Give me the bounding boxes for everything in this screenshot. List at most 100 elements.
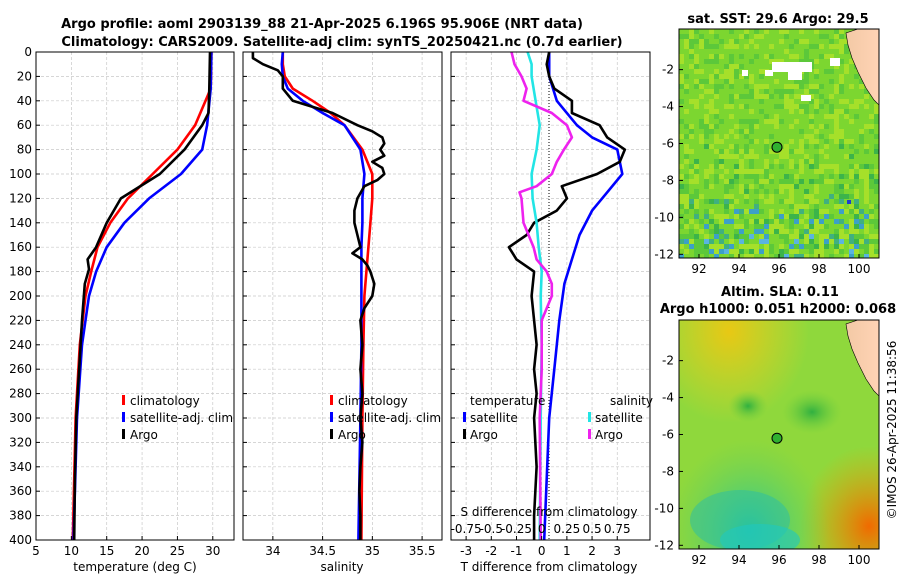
y-tick-label: 280 — [9, 387, 32, 401]
salinity-legend: climatology satellite-adj. clim Argo — [330, 394, 441, 442]
figure-title-line2: Climatology: CARS2009. Satellite-adj cli… — [61, 35, 622, 50]
difference-legend: temperature salinity satellite Argo sate… — [463, 394, 653, 442]
temperature-panel: 0 20 40 60 80 100 120 140 160 180 200 220 240 260 280 3… — [9, 45, 235, 574]
map-y-tick-label: -6 — [662, 137, 674, 151]
temperature-axes-frame — [35, 51, 235, 541]
y-tick-label: 220 — [9, 313, 32, 327]
sla-ticks: 92 94 96 98 100 -2 -4 -6 -8 -10 -12 — [654, 354, 870, 567]
y-tick-label: 0 — [24, 45, 32, 59]
y-tick-label: 40 — [17, 94, 32, 108]
legend-label-s-argo: Argo — [595, 428, 623, 442]
legend-label-satellite: satellite-adj. clim — [130, 411, 233, 425]
x-tick-label: -1 — [511, 544, 523, 558]
y-tick-label: 20 — [17, 69, 32, 83]
sst-map-title: sat. SST: 29.6 Argo: 29.5 — [687, 12, 868, 27]
sla-land — [845, 320, 879, 397]
legend-label-climatology: climatology — [338, 394, 408, 408]
s-difference-tick-labels: -0.75-0.5-0.25 0 0.25 0.5 0.75 — [451, 522, 631, 536]
map-y-tick-label: -2 — [662, 354, 674, 368]
map-y-tick-label: -4 — [662, 391, 674, 405]
imos-credit: ©IMOS 26-Apr-2025 11:38:56 — [885, 341, 899, 520]
difference-grid — [451, 51, 650, 541]
s-difference-tick-label: 0.5 — [583, 522, 602, 536]
map-x-tick-label: 94 — [731, 262, 746, 276]
s-difference-tick-label: 0.75 — [604, 522, 631, 536]
sla-map-title-line2: Argo h1000: 0.051 h2000: 0.068 — [660, 302, 896, 317]
map-x-tick-label: 98 — [811, 553, 826, 567]
legend-label-argo: Argo — [130, 428, 158, 442]
sst-ticks: 92 94 96 98 100 -2 -4 -6 -8 -10 -12 — [654, 63, 870, 276]
series-line-argo — [72, 51, 212, 541]
sst-land — [845, 29, 879, 106]
temperature-ticks: 0 20 40 60 80 100 120 140 160 180 200 220 240 260 280 3… — [9, 45, 220, 558]
y-tick-label: 380 — [9, 509, 32, 523]
x-tick-label: 2 — [588, 544, 596, 558]
y-tick-label: 400 — [9, 533, 32, 547]
x-tick-label: 0 — [538, 544, 546, 558]
map-x-tick-label: 92 — [691, 553, 706, 567]
salinity-ticks: 34 34.5 35 35.5 — [243, 51, 436, 558]
legend-label-t-satellite: satellite — [470, 411, 518, 425]
y-tick-label: 100 — [9, 167, 32, 181]
sla-map-title-line1: Altim. SLA: 0.11 — [721, 285, 839, 300]
salinity-panel: 34 34.5 35 35.5 salinity climatology satell… — [242, 51, 443, 574]
y-tick-label: 240 — [9, 338, 32, 352]
x-tick-label: 1 — [563, 544, 571, 558]
map-y-tick-label: -10 — [654, 210, 674, 224]
temperature-lines — [71, 51, 213, 541]
map-y-tick-label: -4 — [662, 100, 674, 114]
x-tick-label: 20 — [134, 544, 149, 558]
difference-xlabel: T difference from climatology — [460, 560, 638, 574]
y-tick-label: 120 — [9, 191, 32, 205]
map-x-tick-label: 92 — [691, 262, 706, 276]
sla-argo-marker — [771, 432, 783, 444]
y-tick-label: 360 — [9, 484, 32, 498]
series-line-t-satellite — [542, 52, 624, 541]
figure-title-line1: Argo profile: aoml 2903139_88 21-Apr-202… — [61, 17, 583, 32]
legend-label-satellite: satellite-adj. clim — [338, 411, 441, 425]
legend-label-argo: Argo — [338, 428, 366, 442]
y-tick-label: 320 — [9, 435, 32, 449]
x-tick-label: 35.5 — [409, 544, 436, 558]
x-tick-label: 10 — [64, 544, 79, 558]
s-difference-label: S difference from climatology — [461, 505, 638, 519]
map-x-tick-label: 100 — [848, 553, 871, 567]
x-tick-label: -2 — [485, 544, 497, 558]
y-tick-label: 80 — [17, 143, 32, 157]
salinity-lines — [251, 51, 386, 541]
legend-label-s-satellite: satellite — [595, 411, 643, 425]
x-tick-label: 3 — [613, 544, 621, 558]
sst-cells — [679, 29, 879, 258]
x-tick-label: 5 — [32, 544, 40, 558]
temperature-legend: climatology satellite-adj. clim Argo — [122, 394, 233, 442]
salinity-xlabel: salinity — [320, 560, 363, 574]
legend-label-t-argo: Argo — [470, 428, 498, 442]
map-y-tick-label: -12 — [654, 247, 674, 261]
s-difference-tick-label: -0.75 — [451, 522, 482, 536]
x-tick-label: 25 — [170, 544, 185, 558]
y-tick-label: 260 — [9, 362, 32, 376]
map-y-tick-label: -10 — [654, 501, 674, 515]
y-tick-label: 60 — [17, 118, 32, 132]
map-y-tick-label: -6 — [662, 428, 674, 442]
series-line-satellite-adj-clim — [280, 51, 366, 541]
y-tick-label: 160 — [9, 240, 32, 254]
x-tick-label: 34.5 — [309, 544, 336, 558]
sst-heatmap — [679, 29, 879, 258]
map-y-tick-label: -2 — [662, 63, 674, 77]
s-difference-tick-label: 0.25 — [554, 522, 581, 536]
s-difference-tick-label: -0.5 — [480, 522, 503, 536]
salinity-grid — [243, 51, 442, 541]
series-line-t-argo — [507, 51, 627, 540]
sst-map: sat. SST: 29.6 Argo: 29.5 92 94 96 98 100 -2 -… — [654, 12, 880, 276]
temperature-grid — [35, 51, 234, 541]
temperature-xlabel: temperature (deg C) — [73, 560, 196, 574]
map-x-tick-label: 100 — [848, 262, 871, 276]
legend-title-salinity: salinity — [610, 394, 653, 408]
x-tick-label: 15 — [99, 544, 114, 558]
sst-argo-marker — [771, 141, 783, 153]
difference-ticks: -3 -2 -1 0 1 2 3 — [451, 51, 621, 558]
map-x-tick-label: 94 — [731, 553, 746, 567]
